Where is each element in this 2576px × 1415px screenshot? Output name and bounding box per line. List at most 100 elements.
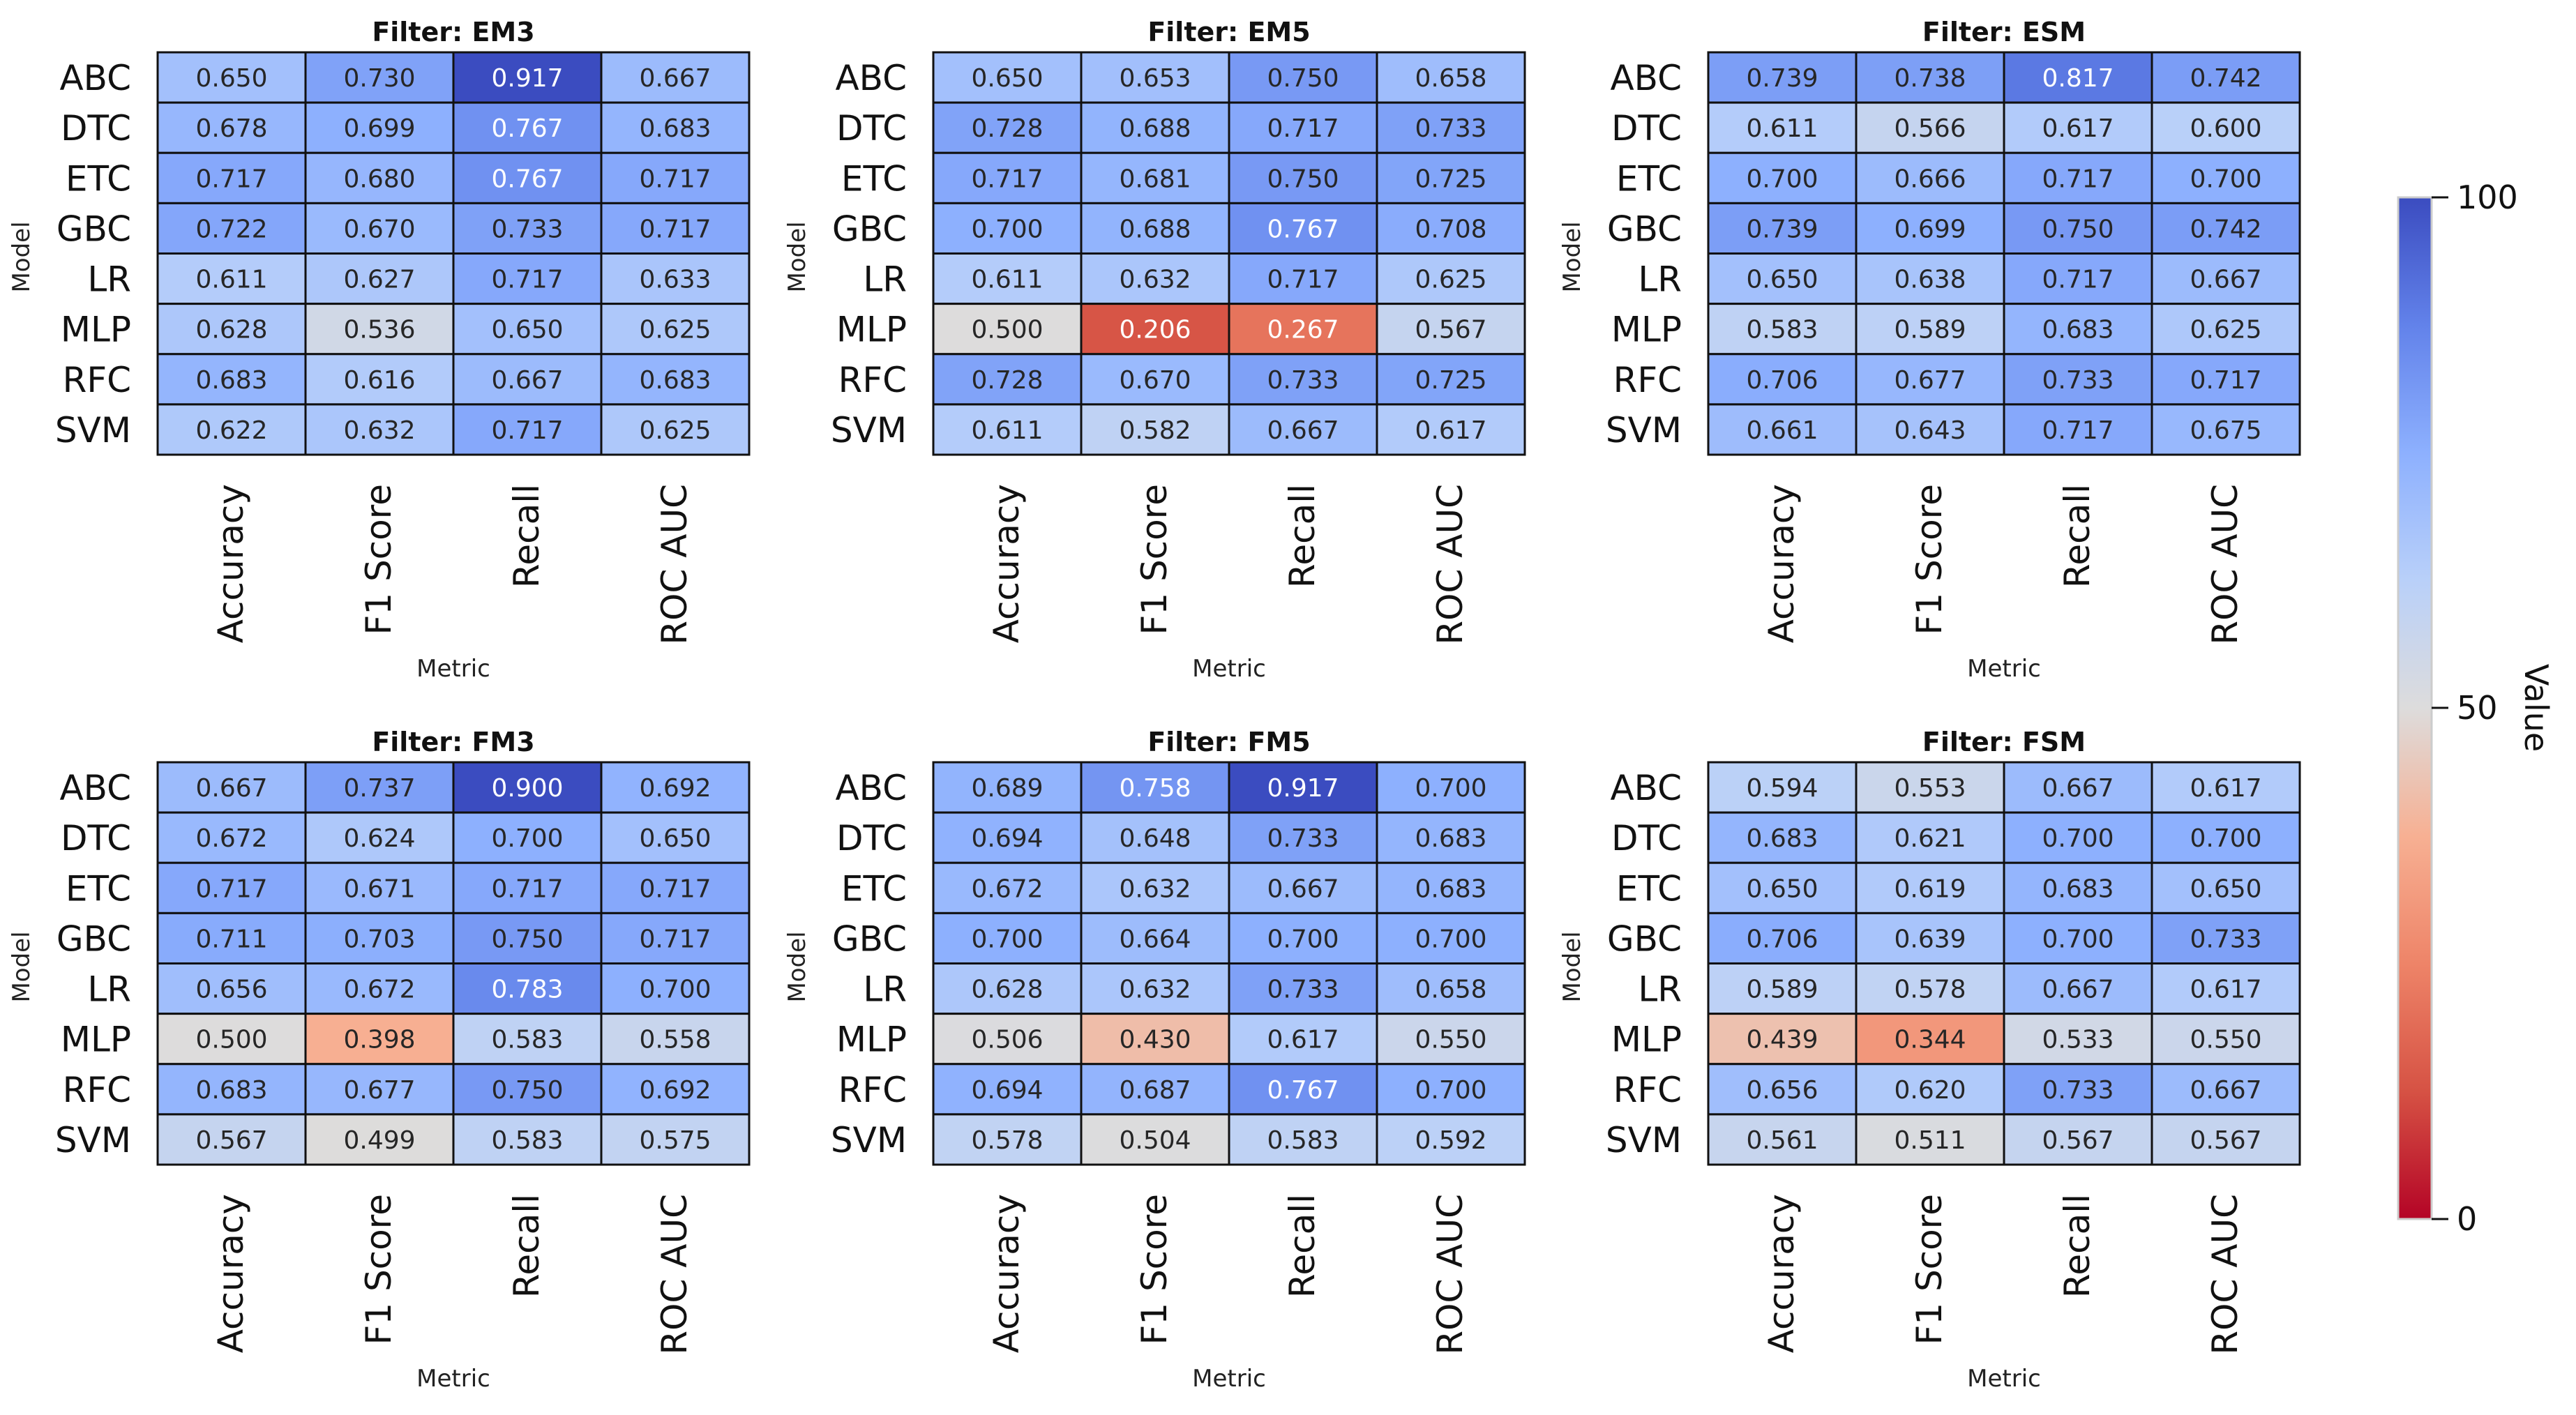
row-tick-label: DTC: [1611, 108, 1682, 149]
cell-value-label: 0.589: [1746, 976, 1818, 1004]
cell-value-label: 0.683: [639, 114, 711, 143]
heatmap-cell: [932, 1113, 1083, 1166]
cell-value-label: 0.733: [2042, 366, 2114, 395]
cell-value-label: 0.667: [1267, 416, 1339, 445]
cell-value-label: 0.750: [1267, 64, 1339, 93]
cell-value-label: 0.592: [1415, 1126, 1486, 1155]
cell-value-label: 0.575: [639, 1126, 711, 1155]
cell-value-label: 0.733: [1267, 824, 1339, 853]
heatmap-cell: [1707, 151, 1858, 204]
column-tick-label: Accuracy: [211, 484, 251, 643]
cell-value-label: 0.567: [2042, 1126, 2114, 1155]
cell-value-label: 0.738: [1894, 64, 1966, 93]
cell-value-label: 0.817: [2042, 64, 2114, 93]
heatmap-panel: Filter: EM3 0.650 0.730 0.917 0.667 0.678 0.69…: [8, 17, 751, 683]
heatmap-cell: [1376, 1063, 1526, 1116]
cell-value-label: 0.617: [2190, 774, 2261, 803]
cell-value-label: 0.670: [1119, 366, 1191, 395]
column-tick-label: F1 Score: [1134, 484, 1175, 635]
cell-value-label: 0.632: [1119, 976, 1191, 1004]
cell-value-label: 0.717: [639, 165, 711, 193]
row-tick-label: RFC: [63, 1070, 131, 1110]
row-tick-label: ABC: [835, 58, 907, 98]
cell-value-label: 0.717: [639, 925, 711, 953]
row-tick-label: MLP: [61, 310, 131, 350]
row-tick-label: ABC: [59, 768, 131, 808]
heatmap-panel: Filter: ESM 0.739 0.738 0.817 0.742 0.611 0.56…: [1558, 17, 2301, 683]
heatmap-cell: [600, 101, 751, 154]
heatmap-cell: [1080, 403, 1230, 456]
cell-value-label: 0.717: [195, 875, 267, 903]
column-tick-label: ROC AUC: [1430, 484, 1470, 645]
column-tick-label: Recall: [2057, 1194, 2097, 1298]
cell-value-label: 0.700: [491, 824, 563, 853]
heatmap-cell: [2151, 403, 2301, 456]
heatmap-cell: [1228, 353, 1378, 406]
row-tick-label: ETC: [66, 868, 131, 909]
cell-value-label: 0.628: [971, 976, 1043, 1004]
heatmap-cell: [2151, 1063, 2301, 1116]
heatmap-cell: [2151, 1113, 2301, 1166]
cell-value-label: 0.650: [2190, 875, 2261, 903]
cell-value-label: 0.439: [1746, 1026, 1818, 1054]
cell-value-label: 0.633: [639, 266, 711, 294]
column-tick-label: F1 Score: [1909, 484, 1950, 635]
cell-value-label: 0.511: [1894, 1126, 1966, 1155]
cell-value-label: 0.717: [2190, 366, 2261, 395]
heatmap-cell: [1080, 303, 1230, 356]
cell-value-label: 0.737: [343, 774, 415, 803]
cell-value-label: 0.683: [639, 366, 711, 395]
cell-value-label: 0.583: [1746, 316, 1818, 345]
cell-value-label: 0.750: [491, 925, 563, 953]
column-tick-label: F1 Score: [1134, 1194, 1175, 1345]
row-tick-label: SVM: [1606, 410, 1682, 451]
column-tick-label: ROC AUC: [654, 1194, 695, 1355]
cell-value-label: 0.619: [1894, 875, 1966, 903]
cell-value-label: 0.667: [491, 366, 563, 395]
heatmap-cell: [1855, 252, 2005, 305]
cell-value-label: 0.506: [971, 1026, 1043, 1054]
heatmap-cell: [2003, 51, 2153, 104]
heatmap-cell: [1228, 202, 1378, 255]
heatmap-cell: [600, 1013, 751, 1066]
cell-value-label: 0.666: [1894, 165, 1966, 193]
cell-value-label: 0.688: [1119, 114, 1191, 143]
cell-value-label: 0.733: [2042, 1076, 2114, 1105]
heatmap-cell: [600, 1113, 751, 1166]
heatmap-cell: [1376, 811, 1526, 864]
cell-value-label: 0.733: [2190, 925, 2261, 953]
cell-value-label: 0.688: [1119, 215, 1191, 243]
row-tick-label: SVM: [831, 410, 907, 451]
cell-value-label: 0.717: [2042, 266, 2114, 294]
cell-value-label: 0.725: [1415, 366, 1486, 395]
heatmap-cell: [1855, 962, 2005, 1015]
colorbar-tick-label: 0: [2457, 1200, 2477, 1238]
heatmap-cell: [1707, 252, 1858, 305]
row-tick-label: RFC: [63, 360, 131, 400]
cell-value-label: 0.504: [1119, 1126, 1191, 1155]
heatmap-cell: [2151, 202, 2301, 255]
cell-value-label: 0.750: [491, 1076, 563, 1105]
x-axis-label: Metric: [416, 655, 490, 683]
cell-value-label: 0.677: [343, 1076, 415, 1105]
cell-value-label: 0.675: [2190, 416, 2261, 445]
heatmap-cell: [1855, 403, 2005, 456]
heatmap-cell: [1376, 151, 1526, 204]
cell-value-label: 0.589: [1894, 316, 1966, 345]
cell-value-label: 0.533: [2042, 1026, 2114, 1054]
heatmap-cell: [452, 353, 603, 406]
cell-value-label: 0.717: [2042, 165, 2114, 193]
row-tick-label: DTC: [836, 108, 907, 149]
heatmap-panel: Filter: FM5 0.689 0.758 0.917 0.700 0.694 0.64…: [783, 727, 1526, 1393]
heatmap-cell: [304, 811, 455, 864]
cell-value-label: 0.617: [1415, 416, 1486, 445]
row-tick-label: GBC: [57, 918, 131, 959]
heatmap-cell: [1707, 1013, 1858, 1066]
heatmap-cell: [1707, 202, 1858, 255]
heatmap-cell: [1855, 811, 2005, 864]
cell-value-label: 0.717: [195, 165, 267, 193]
heatmap-cell: [156, 403, 307, 456]
heatmap-cell: [1855, 151, 2005, 204]
cell-value-label: 0.692: [639, 1076, 711, 1105]
cell-value-label: 0.536: [343, 316, 415, 345]
